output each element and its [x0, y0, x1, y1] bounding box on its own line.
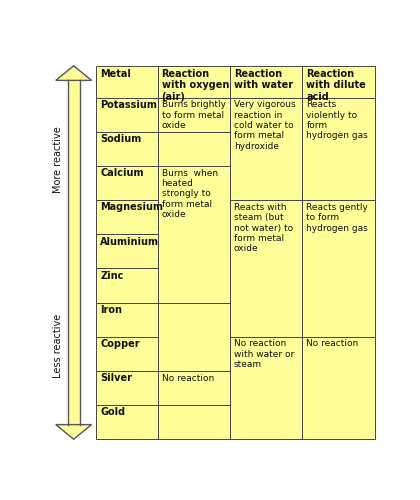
FancyBboxPatch shape — [158, 405, 230, 439]
Text: Burns  when
heated
strongly to
form metal
oxide: Burns when heated strongly to form metal… — [162, 168, 218, 219]
Text: Sodium: Sodium — [100, 134, 142, 144]
FancyBboxPatch shape — [158, 98, 230, 132]
FancyBboxPatch shape — [230, 200, 302, 336]
FancyBboxPatch shape — [97, 268, 158, 302]
Text: Reacts
violently to
form
hydrogen gas: Reacts violently to form hydrogen gas — [306, 100, 368, 140]
FancyBboxPatch shape — [97, 98, 158, 132]
FancyBboxPatch shape — [302, 336, 375, 439]
Text: Zinc: Zinc — [100, 270, 124, 280]
Text: No reaction: No reaction — [306, 340, 359, 348]
Text: Reacts gently
to form
hydrogen gas: Reacts gently to form hydrogen gas — [306, 202, 368, 232]
FancyBboxPatch shape — [158, 166, 230, 302]
FancyBboxPatch shape — [302, 98, 375, 200]
FancyBboxPatch shape — [97, 371, 158, 405]
Text: Very vigorous
reaction in
cold water to
form metal
hydroxide: Very vigorous reaction in cold water to … — [234, 100, 296, 151]
Polygon shape — [56, 66, 92, 80]
Text: Aluminium: Aluminium — [100, 236, 159, 246]
FancyBboxPatch shape — [97, 405, 158, 439]
Text: Reaction
with water: Reaction with water — [234, 69, 293, 90]
Text: Reaction
with oxygen
(air): Reaction with oxygen (air) — [162, 69, 229, 102]
FancyBboxPatch shape — [230, 336, 302, 439]
Text: Potassium: Potassium — [100, 100, 157, 110]
FancyBboxPatch shape — [230, 66, 302, 98]
FancyBboxPatch shape — [158, 66, 230, 98]
FancyBboxPatch shape — [302, 66, 375, 98]
Text: Gold: Gold — [100, 408, 126, 418]
FancyBboxPatch shape — [68, 80, 79, 424]
Text: No reaction
with water or
steam: No reaction with water or steam — [234, 340, 294, 369]
Text: Iron: Iron — [100, 305, 122, 315]
FancyBboxPatch shape — [97, 200, 158, 234]
Text: Burns brightly
to form metal
oxide: Burns brightly to form metal oxide — [162, 100, 226, 130]
FancyBboxPatch shape — [97, 336, 158, 371]
FancyBboxPatch shape — [97, 166, 158, 200]
FancyBboxPatch shape — [158, 302, 230, 371]
Text: Metal: Metal — [100, 69, 131, 79]
Text: No reaction: No reaction — [162, 374, 214, 382]
FancyBboxPatch shape — [158, 371, 230, 405]
Text: Less reactive: Less reactive — [53, 314, 63, 378]
FancyBboxPatch shape — [302, 200, 375, 336]
FancyBboxPatch shape — [97, 132, 158, 166]
FancyBboxPatch shape — [158, 132, 230, 166]
Text: Calcium: Calcium — [100, 168, 144, 178]
Text: Reacts with
steam (but
not water) to
form metal
oxide: Reacts with steam (but not water) to for… — [234, 202, 293, 254]
Text: Silver: Silver — [100, 373, 132, 383]
Text: Magnesium: Magnesium — [100, 202, 163, 212]
Polygon shape — [56, 424, 92, 439]
Text: Reaction
with dilute
acid: Reaction with dilute acid — [306, 69, 366, 102]
FancyBboxPatch shape — [97, 234, 158, 268]
Text: Copper: Copper — [100, 339, 140, 349]
FancyBboxPatch shape — [97, 302, 158, 336]
FancyBboxPatch shape — [230, 98, 302, 200]
Text: More reactive: More reactive — [53, 126, 63, 192]
FancyBboxPatch shape — [97, 66, 158, 98]
